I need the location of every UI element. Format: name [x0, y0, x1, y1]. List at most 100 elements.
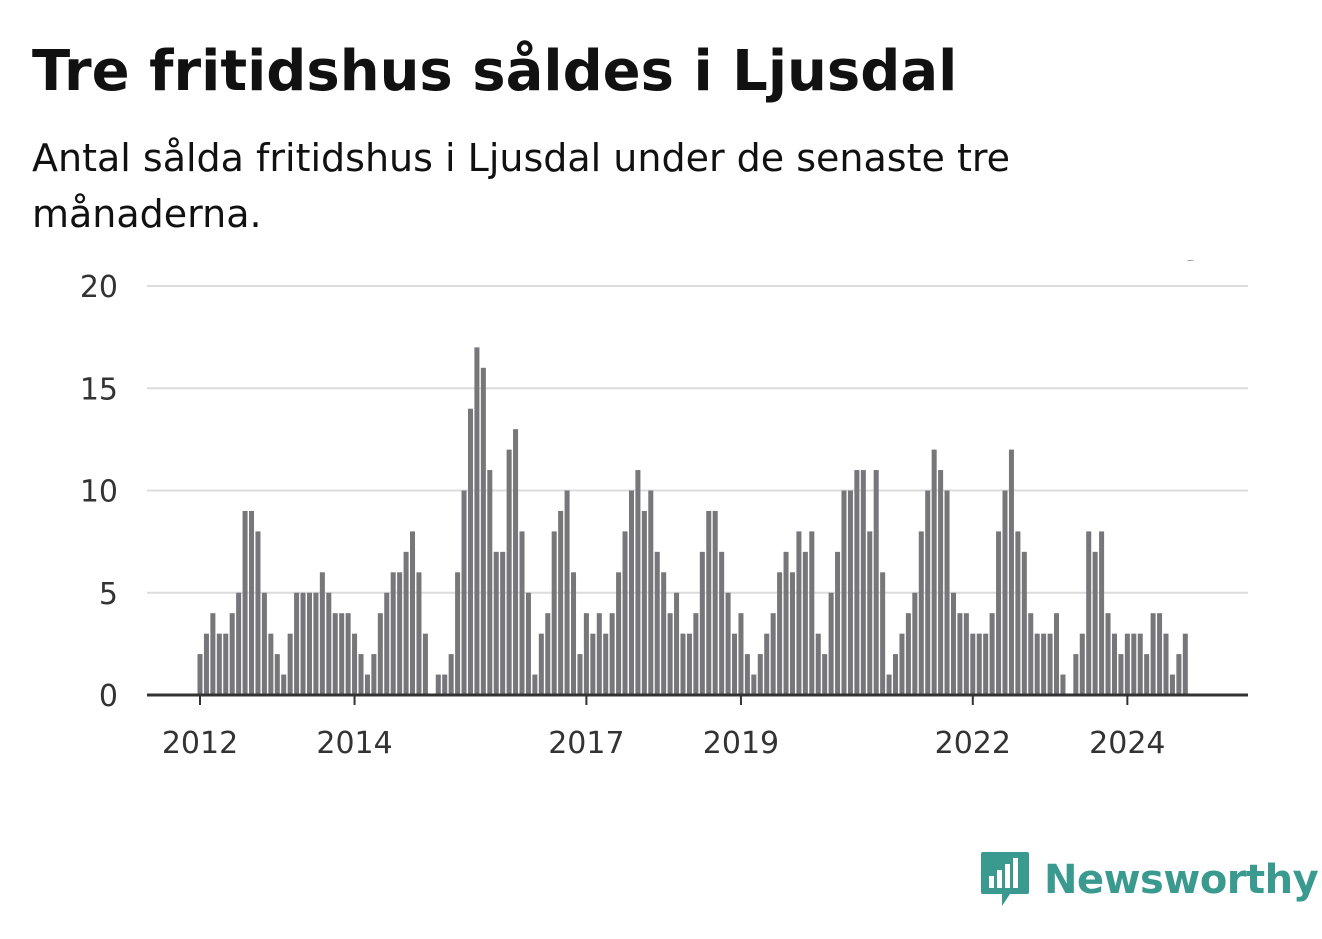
bar: [764, 633, 770, 695]
bar: [983, 633, 989, 695]
newsworthy-logo-icon: [981, 852, 1029, 906]
bar: [1015, 531, 1021, 695]
bar: [905, 613, 911, 695]
bar: [622, 531, 628, 695]
bar: [635, 470, 641, 695]
bar: [957, 613, 963, 695]
bar: [654, 551, 660, 695]
bar: [873, 470, 879, 695]
bar: [893, 654, 899, 695]
bar: [506, 449, 512, 695]
bar: [377, 613, 383, 695]
bar: [1176, 654, 1182, 695]
bar: [822, 654, 828, 695]
bar: [950, 592, 956, 695]
bar: [1092, 551, 1098, 695]
highlight-value-label: 3: [1182, 260, 1201, 268]
bar: [403, 551, 409, 695]
bar: [422, 633, 428, 695]
y-tick-label: 20: [80, 270, 118, 305]
x-tick-label: 2017: [548, 726, 624, 761]
grid-lines: [147, 285, 1248, 594]
bar: [841, 490, 847, 695]
bar: [493, 551, 499, 695]
chart-subtitle: Antal sålda fritidshus i Ljusdal under d…: [32, 136, 1011, 236]
newsworthy-logo: Newsworthy: [980, 850, 1319, 910]
y-tick-label: 5: [99, 577, 118, 612]
bar: [551, 531, 557, 695]
bar: [1060, 674, 1066, 695]
bar: [287, 633, 293, 695]
bar: [880, 572, 886, 695]
x-tick-label: 2014: [316, 726, 392, 761]
x-axis: 2012 2014 2017 2019 2022 2024: [147, 693, 1248, 761]
bar: [1021, 551, 1027, 695]
bar-chart: 0 5 10 15 20 2012 2014 2017 2019 2022 2024 3: [80, 260, 1248, 761]
bar: [938, 470, 944, 695]
bar: [590, 633, 596, 695]
bar: [1054, 613, 1060, 695]
bar: [616, 572, 622, 695]
bar: [912, 592, 918, 695]
bar: [899, 633, 905, 695]
bar: [480, 367, 486, 695]
bar: [686, 633, 692, 695]
bar: [197, 654, 203, 695]
bar: [371, 654, 377, 695]
bar: [970, 633, 976, 695]
bar: [1041, 633, 1047, 695]
bar: [358, 654, 364, 695]
bar: [236, 592, 242, 695]
bar: [345, 613, 351, 695]
bar: [732, 633, 738, 695]
bar: [1099, 531, 1105, 695]
y-tick-label: 0: [99, 679, 118, 714]
bar: [352, 633, 358, 695]
bar: [545, 613, 551, 695]
bar: [789, 572, 795, 695]
bar: [1157, 613, 1163, 695]
bar: [416, 572, 422, 695]
chart-title: Tre fritidshus såldes i Ljusdal: [32, 39, 958, 104]
bar: [680, 633, 686, 695]
bar: [1086, 531, 1092, 695]
bar: [216, 633, 222, 695]
bar: [699, 551, 705, 695]
bars: [197, 347, 1188, 695]
bar: [564, 490, 570, 695]
bar: [223, 633, 229, 695]
bar: [738, 613, 744, 695]
bar: [918, 531, 924, 695]
bar: [1150, 613, 1156, 695]
bar: [751, 674, 757, 695]
bar: [242, 510, 248, 695]
bar: [854, 470, 860, 695]
bar: [744, 654, 750, 695]
bar: [596, 613, 602, 695]
bar: [925, 490, 931, 695]
x-tick-label: 2019: [703, 726, 779, 761]
bar: [719, 551, 725, 695]
bar: [603, 633, 609, 695]
bar: [1124, 633, 1130, 695]
bar: [571, 572, 577, 695]
bar: [474, 347, 480, 695]
x-tick-label: 2024: [1089, 726, 1165, 761]
bar: [860, 470, 866, 695]
bar: [1034, 633, 1040, 695]
bar: [693, 613, 699, 695]
bar: [500, 551, 506, 695]
bar: [674, 592, 680, 695]
y-tick-label: 15: [80, 372, 118, 407]
bar: [641, 510, 647, 695]
y-axis-labels: 0 5 10 15 20: [80, 270, 118, 714]
bar: [648, 490, 654, 695]
bar: [989, 613, 995, 695]
bar: [326, 592, 332, 695]
bar: [255, 531, 261, 695]
bar: [1131, 633, 1137, 695]
bar: [1118, 654, 1124, 695]
bar: [783, 551, 789, 695]
bar: [1028, 613, 1034, 695]
bar: [210, 613, 216, 695]
